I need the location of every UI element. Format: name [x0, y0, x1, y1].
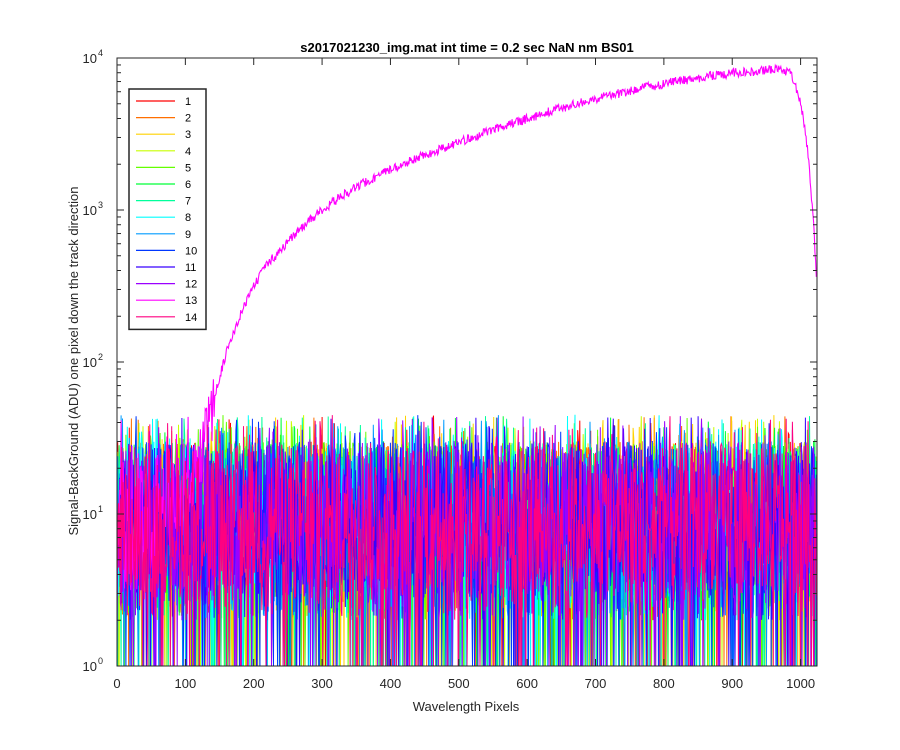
- y-tick-label: 10: [83, 355, 97, 370]
- legend-box: [128, 88, 207, 331]
- x-tick-label: 800: [653, 676, 675, 691]
- legend-label-3: 3: [185, 129, 191, 141]
- legend-label-2: 2: [185, 113, 191, 125]
- y-tick-label: 10: [83, 203, 97, 218]
- x-axis: 0 100 200 300 400 500 600 700 800 900 1000: [113, 58, 815, 691]
- x-tick-label: 1000: [786, 676, 815, 691]
- y-tick-label: 10: [83, 507, 97, 522]
- legend-label-7: 7: [185, 196, 191, 208]
- legend-label-1: 1: [185, 96, 191, 108]
- legend-label-9: 9: [185, 229, 191, 241]
- chart-title: s2017021230_img.mat int time = 0.2 sec N…: [300, 40, 634, 55]
- x-tick-label: 500: [448, 676, 470, 691]
- y-axis-label: Signal-BackGround (ADU) one pixel down t…: [66, 186, 81, 535]
- y-tick-exponent: 4: [98, 48, 103, 58]
- y-tick-label: 10: [83, 659, 97, 674]
- legend-label-6: 6: [185, 179, 191, 191]
- y-tick-exponent: 3: [98, 200, 103, 210]
- legend-label-11: 11: [185, 262, 196, 274]
- x-axis-label: Wavelength Pixels: [413, 699, 520, 714]
- x-tick-label: 600: [516, 676, 538, 691]
- x-tick-label: 400: [380, 676, 402, 691]
- legend-label-14: 14: [185, 312, 197, 324]
- x-tick-label: 300: [311, 676, 333, 691]
- x-tick-label: 200: [243, 676, 265, 691]
- legend-label-10: 10: [185, 245, 197, 257]
- x-tick-label: 0: [113, 676, 120, 691]
- y-tick-label: 10: [83, 51, 97, 66]
- series-line-13: [117, 63, 817, 592]
- y-tick-exponent: 0: [98, 656, 103, 666]
- legend-label-13: 13: [185, 295, 197, 307]
- x-tick-label: 100: [175, 676, 197, 691]
- x-tick-label: 700: [585, 676, 607, 691]
- legend-label-4: 4: [185, 146, 191, 158]
- legend-label-5: 5: [185, 162, 191, 174]
- y-tick-exponent: 2: [98, 352, 103, 362]
- legend-label-8: 8: [185, 212, 191, 224]
- legend-label-12: 12: [185, 279, 197, 291]
- x-tick-label: 900: [721, 676, 743, 691]
- series-line-14: [117, 415, 817, 666]
- y-tick-exponent: 1: [98, 504, 103, 514]
- series-layer: [117, 63, 817, 666]
